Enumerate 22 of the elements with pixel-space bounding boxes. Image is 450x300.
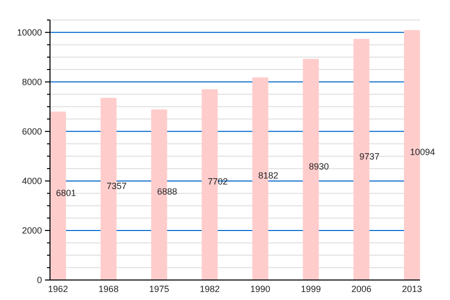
data-label: 9737 <box>359 151 380 162</box>
data-label: 6801 <box>56 188 76 198</box>
data-label: 6888 <box>157 186 178 197</box>
x-tick-label: 2006 <box>351 284 372 294</box>
y-tick-label: 8000 <box>22 77 42 88</box>
y-tick-label: 10000 <box>16 28 42 38</box>
x-tick-label: 1990 <box>250 284 270 294</box>
x-tick-label: 1962 <box>48 284 68 294</box>
x-tick-label: 1975 <box>149 284 170 294</box>
data-label: 8182 <box>258 170 278 181</box>
x-tick-label: 2013 <box>402 284 422 294</box>
data-label: 7702 <box>208 176 228 187</box>
data-label: 8930 <box>308 161 329 172</box>
y-tick-label: 4000 <box>22 176 42 186</box>
data-label: 7357 <box>106 180 127 191</box>
y-tick-label: 0 <box>36 275 42 286</box>
x-tick-label: 1968 <box>98 284 119 294</box>
data-label: 10094 <box>410 147 436 158</box>
x-tick-label: 1999 <box>300 284 321 294</box>
y-tick-label: 6000 <box>22 126 42 137</box>
y-tick-label: 2000 <box>22 226 42 236</box>
x-tick-label: 1982 <box>200 284 220 294</box>
